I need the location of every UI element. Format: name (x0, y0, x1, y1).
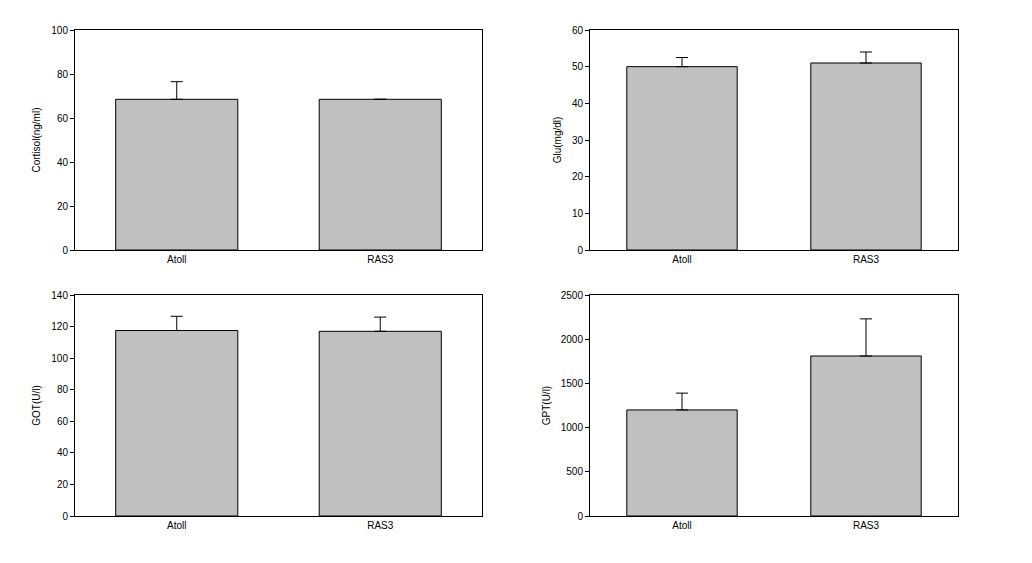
svg-text:RAS3: RAS3 (367, 520, 394, 531)
svg-text:Atoll: Atoll (167, 520, 186, 531)
svg-text:GOT(U/l): GOT(U/l) (31, 385, 42, 426)
svg-text:50: 50 (572, 61, 584, 72)
svg-text:80: 80 (57, 384, 69, 395)
svg-text:1000: 1000 (561, 422, 584, 433)
svg-text:120: 120 (51, 321, 68, 332)
svg-text:500: 500 (566, 466, 583, 477)
svg-text:0: 0 (62, 511, 68, 522)
svg-text:60: 60 (57, 416, 69, 427)
svg-text:Atoll: Atoll (167, 254, 186, 265)
svg-text:Atoll: Atoll (672, 254, 691, 265)
svg-text:20: 20 (57, 201, 69, 212)
svg-text:RAS3: RAS3 (853, 254, 880, 265)
svg-text:30: 30 (572, 135, 584, 146)
svg-text:0: 0 (62, 245, 68, 256)
svg-text:10: 10 (572, 208, 584, 219)
svg-text:20: 20 (57, 479, 69, 490)
svg-text:GPT(U/l): GPT(U/l) (541, 386, 552, 425)
svg-text:Cortisol(ng/ml): Cortisol(ng/ml) (31, 107, 42, 172)
svg-text:140: 140 (51, 290, 68, 301)
svg-text:0: 0 (577, 245, 583, 256)
svg-text:60: 60 (57, 113, 69, 124)
svg-text:2000: 2000 (561, 334, 584, 345)
svg-text:40: 40 (57, 157, 69, 168)
svg-text:100: 100 (51, 353, 68, 364)
svg-text:40: 40 (57, 447, 69, 458)
svg-text:RAS3: RAS3 (367, 254, 394, 265)
svg-text:100: 100 (51, 25, 68, 36)
svg-text:2500: 2500 (561, 290, 584, 301)
svg-text:60: 60 (572, 25, 584, 36)
svg-text:Glu(mg/dl): Glu(mg/dl) (552, 117, 563, 164)
svg-text:40: 40 (572, 98, 584, 109)
svg-text:Atoll: Atoll (672, 520, 691, 531)
svg-text:80: 80 (57, 69, 69, 80)
svg-text:RAS3: RAS3 (853, 520, 880, 531)
svg-text:1500: 1500 (561, 378, 584, 389)
svg-text:0: 0 (577, 511, 583, 522)
svg-text:20: 20 (572, 171, 584, 182)
